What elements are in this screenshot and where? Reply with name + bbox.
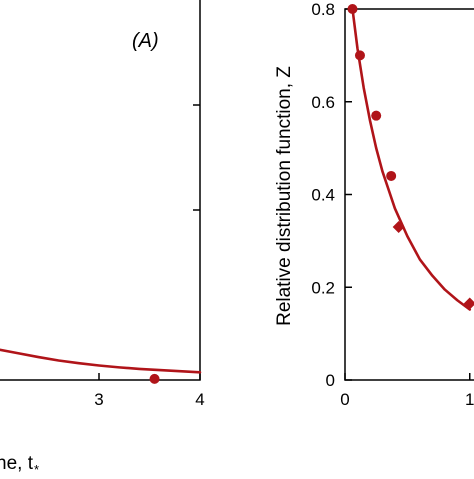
panel-b-xtick-label-1: 1	[465, 390, 474, 409]
panel-b-point-4	[392, 220, 405, 233]
panel-b-ylabel: Relative distribution function, Z	[274, 66, 295, 326]
panel-b-ticks: 0 1 0 0.2 0.4 0.6 0.8	[311, 0, 474, 409]
panel-b-point-1	[354, 50, 365, 61]
panel-a-tag: (A)	[132, 30, 159, 52]
panel-a-point-0	[149, 373, 160, 384]
panel-b-fit-curve	[351, 7, 472, 311]
panel-b-xtick-label-0: 0	[340, 390, 349, 409]
panel-b-ytick-label-1: 0.2	[311, 278, 335, 297]
panel-a-fit-curve	[0, 348, 202, 374]
panel-b-ytick-label-3: 0.6	[311, 93, 335, 112]
panel-b-series	[347, 4, 474, 311]
panel-b-point-3	[386, 170, 397, 181]
panel-a-xtick-label-0: 3	[94, 390, 103, 409]
panel-b-ytick-label-0: 0	[326, 371, 335, 390]
panel-a-frame	[0, 0, 201, 381]
panel-b-point-2	[371, 110, 382, 121]
panel-a-xlabel: ne, t*	[0, 453, 39, 474]
panel-a-xlabel-subscript: *	[34, 462, 39, 474]
panel-b-frame	[344, 8, 474, 381]
panel-b-ytick-label-2: 0.4	[311, 186, 335, 205]
panel-b-ytick-label-4: 0.8	[311, 0, 335, 19]
panel-a-xtick-label-1: 4	[195, 390, 204, 409]
panel-b: Relative distribution function, Z 0 1 0 0.2…	[274, 0, 474, 409]
panel-a-xlabel-text: ne, t	[0, 453, 34, 474]
panel-a-series	[0, 348, 202, 384]
panel-b-point-5	[463, 297, 474, 310]
panel-b-point-0	[347, 4, 358, 14]
